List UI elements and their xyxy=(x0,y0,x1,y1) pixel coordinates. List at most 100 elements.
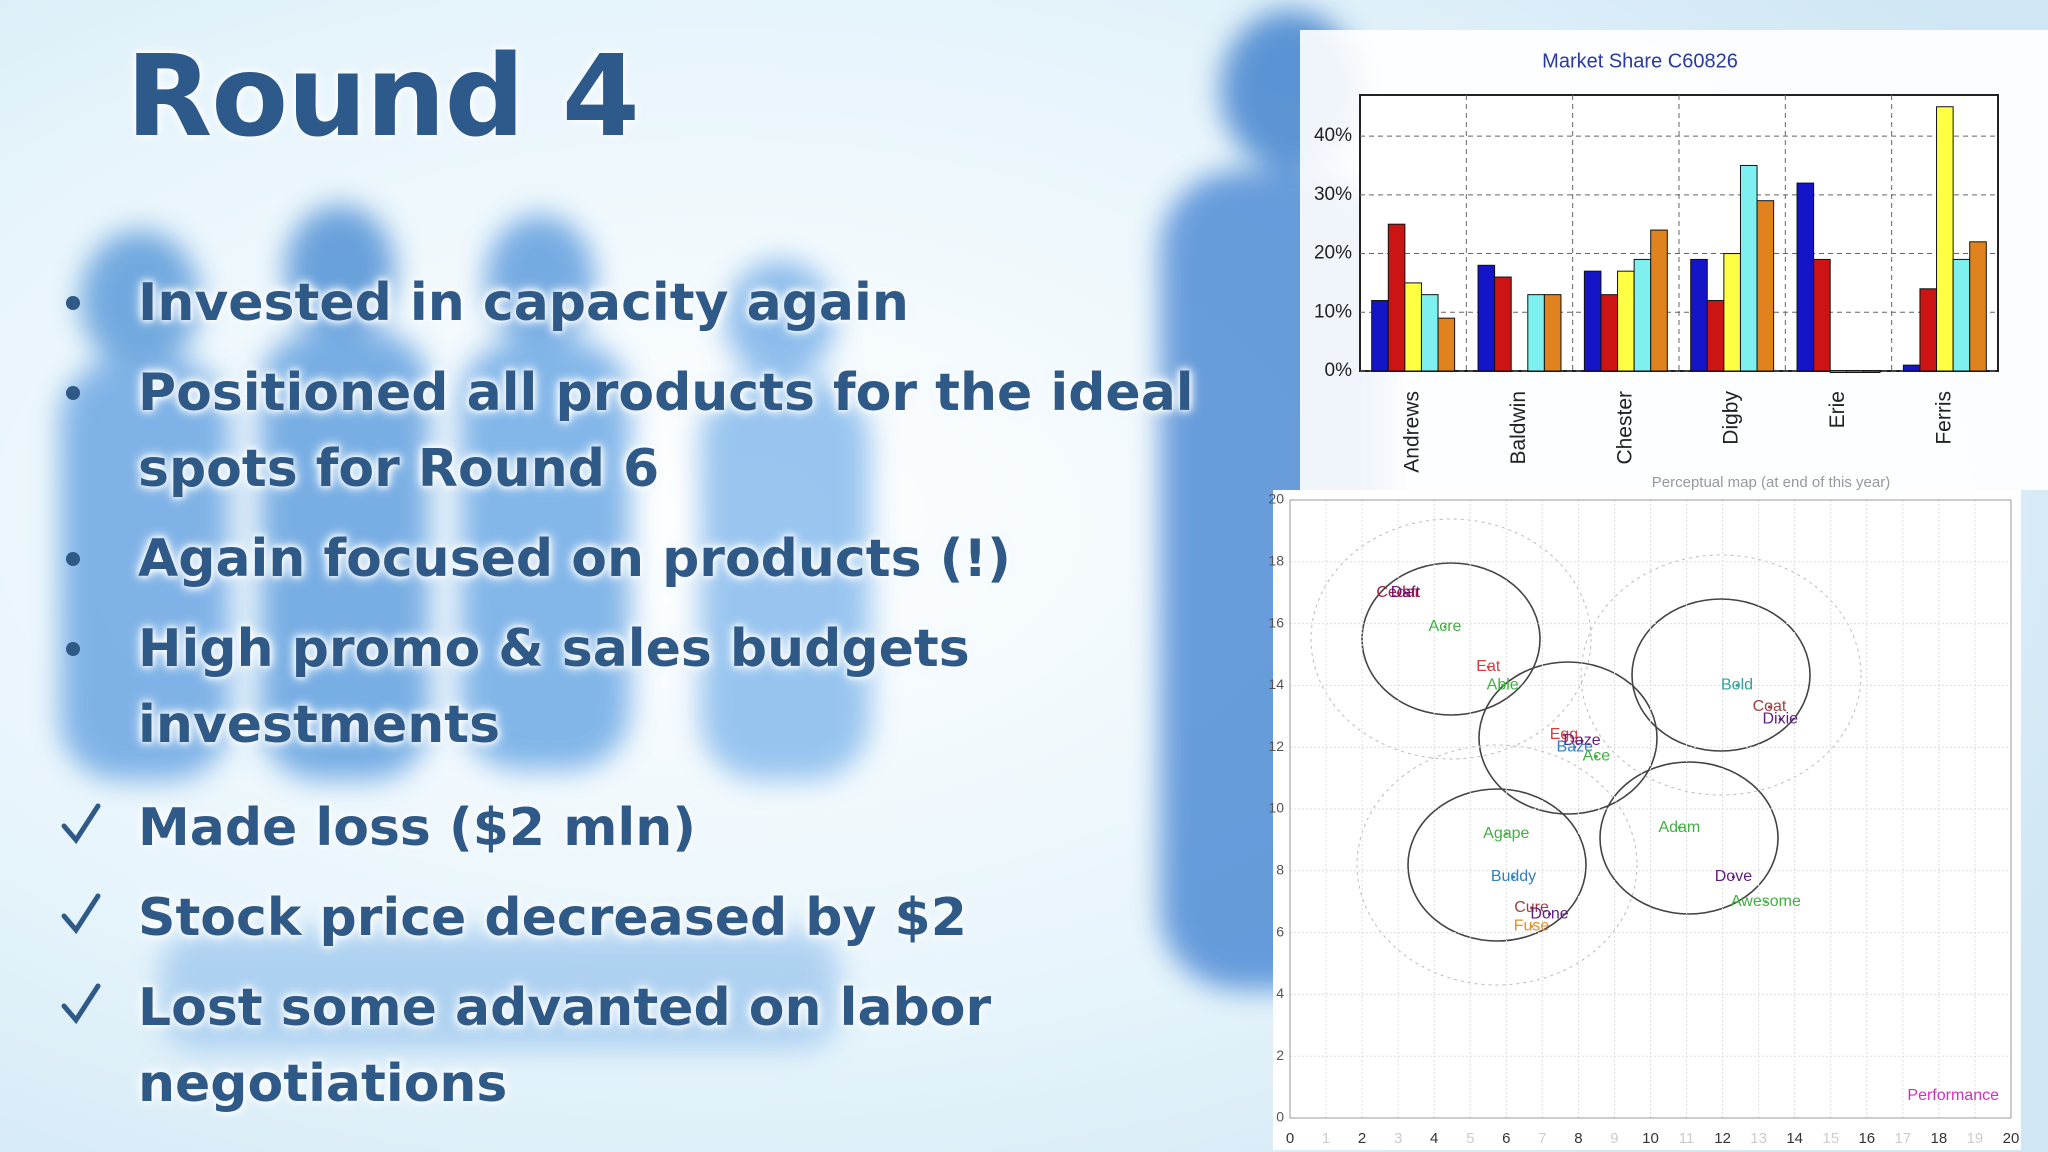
bar xyxy=(1420,294,1439,372)
point-label: Cure xyxy=(1514,899,1549,916)
bullet-dot xyxy=(66,386,80,400)
point-label: Adam xyxy=(1658,819,1700,836)
bar xyxy=(1437,317,1456,372)
y-tick-label: 20 xyxy=(1268,491,1284,507)
bar xyxy=(1739,164,1758,372)
x-tick-label: 6 xyxy=(1502,1130,1510,1147)
check-mark xyxy=(61,893,101,935)
point-label: Able xyxy=(1487,677,1519,694)
bar xyxy=(1902,364,1921,372)
check-text: Stock price decreased by $2 xyxy=(138,888,967,948)
plot-area xyxy=(1289,499,2012,1119)
y-tick-label: 16 xyxy=(1268,614,1284,630)
point xyxy=(1677,826,1681,830)
bar xyxy=(1387,223,1406,372)
segment-circles xyxy=(1361,562,1811,942)
x-tick-label: 0 xyxy=(1286,1130,1294,1147)
x-tick-label: Chester xyxy=(1613,391,1636,465)
bullet-text: Again focused on products (!) xyxy=(138,529,1011,589)
bar xyxy=(1796,182,1815,372)
x-tick-label: Digby xyxy=(1720,391,1743,445)
point-label: Dove xyxy=(1715,868,1752,885)
bar xyxy=(1543,294,1562,372)
bar xyxy=(1494,276,1512,372)
point-label: Awesome xyxy=(1731,893,1801,910)
x-tick-label: 18 xyxy=(1931,1130,1948,1147)
bar xyxy=(1706,300,1725,372)
x-tick-label: Erie xyxy=(1826,391,1849,428)
bar xyxy=(1633,258,1652,372)
y-tick-label: 18 xyxy=(1268,553,1284,569)
x-tick-label: 7 xyxy=(1538,1130,1546,1147)
x-tick-label: 1 xyxy=(1322,1130,1330,1147)
x-tick-label: Baldwin xyxy=(1507,391,1530,465)
point xyxy=(1501,683,1505,687)
bar xyxy=(1583,270,1602,372)
y-tick-label: 12 xyxy=(1268,738,1284,754)
bar xyxy=(1600,294,1619,372)
segment-circle xyxy=(1631,598,1811,752)
outer-circle xyxy=(1580,554,1862,796)
point xyxy=(1778,717,1782,721)
bullet-dot xyxy=(66,642,80,656)
point-label: Coat xyxy=(1753,698,1787,715)
bar xyxy=(1862,370,1881,373)
point-label: Fuse xyxy=(1514,918,1550,935)
x-tick-label: 3 xyxy=(1394,1130,1402,1147)
bar xyxy=(1527,294,1545,372)
point xyxy=(1767,705,1771,709)
y-tick-label: 0% xyxy=(1325,360,1353,381)
point xyxy=(1548,912,1552,916)
bar xyxy=(1756,200,1775,372)
bar xyxy=(1846,370,1864,373)
x-tick-label: 17 xyxy=(1895,1130,1912,1147)
point-label: Agape xyxy=(1483,825,1529,842)
point xyxy=(1486,665,1490,669)
check-text: Made loss ($2 mln) xyxy=(138,798,697,858)
y-tick-label: 8 xyxy=(1276,862,1284,878)
point xyxy=(1735,683,1739,687)
x-tick-label: 13 xyxy=(1750,1130,1767,1147)
y-tick-label: 20% xyxy=(1314,243,1352,264)
bar xyxy=(1650,229,1668,372)
y-tick-label: 10% xyxy=(1314,301,1352,322)
point xyxy=(1731,875,1735,879)
point-label: Egg xyxy=(1550,726,1578,743)
x-tick-label: 10 xyxy=(1642,1130,1659,1147)
segment-circle xyxy=(1478,661,1658,815)
x-tick-label: 16 xyxy=(1858,1130,1875,1147)
x-tick-label: 2 xyxy=(1358,1130,1366,1147)
point xyxy=(1530,924,1534,928)
x-tick-label: 11 xyxy=(1679,1130,1695,1147)
x-tick-label: 15 xyxy=(1822,1130,1839,1147)
point xyxy=(1403,591,1407,595)
bullet-dot xyxy=(66,552,80,566)
bar xyxy=(1969,241,1987,372)
x-tick-label: Andrews xyxy=(1401,391,1424,473)
chart-title: Market Share C60826 xyxy=(1542,50,1738,72)
point xyxy=(1594,754,1598,758)
y-tick-label: 4 xyxy=(1276,985,1284,1001)
check-markers xyxy=(61,803,101,1025)
bullet-dot xyxy=(66,296,80,310)
x-tick-label: 8 xyxy=(1574,1130,1582,1147)
point xyxy=(1504,832,1508,836)
x-tick-label: 5 xyxy=(1466,1130,1474,1147)
bullet-text: Positioned all products for the ideal sp… xyxy=(138,363,1194,499)
x-tick-label: 20 xyxy=(2003,1130,2020,1147)
point xyxy=(1764,900,1768,904)
point-label: Acre xyxy=(1429,618,1462,635)
point-label: Daft xyxy=(1391,584,1421,601)
point-label: Daze xyxy=(1563,732,1600,749)
x-tick-label: 12 xyxy=(1714,1130,1731,1147)
y-tick-label: 40% xyxy=(1314,125,1352,146)
bar xyxy=(1919,288,1938,372)
point-label: Buddy xyxy=(1491,868,1536,885)
y-tick-label: 0 xyxy=(1276,1109,1284,1125)
segment-circle xyxy=(1407,788,1587,942)
check-text: Lost some advanted on labor negotiations xyxy=(138,978,992,1114)
x-tick-label: 19 xyxy=(1967,1130,1984,1147)
chart-title: Perceptual map (at end of this year) xyxy=(1652,474,1890,491)
